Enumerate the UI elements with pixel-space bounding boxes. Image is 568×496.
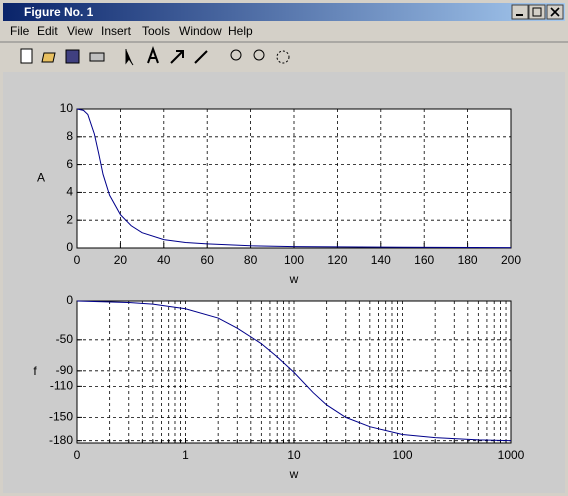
x-axis-label: w <box>289 272 299 286</box>
zoom-out-icon[interactable] <box>253 49 265 61</box>
y-tick-label: 0 <box>66 240 73 254</box>
minimize-button[interactable] <box>511 4 529 20</box>
y-axis-label: A <box>37 171 45 185</box>
x-axis-label: w <box>289 467 299 481</box>
y-tick-label: 0 <box>66 293 73 307</box>
x-tick-label: 180 <box>458 253 478 267</box>
x-tick-label: 1 <box>182 448 189 462</box>
maximize-button[interactable] <box>528 4 546 20</box>
zoom-in-icon[interactable] <box>230 49 242 61</box>
data-line <box>76 108 512 249</box>
line-icon[interactable] <box>194 50 208 64</box>
menu-item[interactable]: Insert <box>101 24 132 38</box>
y-tick-label: -110 <box>50 379 73 393</box>
data-line <box>76 300 512 442</box>
axes-frame <box>76 108 512 249</box>
axes-frame <box>76 300 512 444</box>
window-title: Figure No. 1 <box>24 5 94 19</box>
new-icon[interactable] <box>20 48 33 64</box>
window-buttons[interactable] <box>511 4 564 20</box>
menu-item[interactable]: Window <box>179 24 222 38</box>
y-tick-label: 6 <box>66 157 73 171</box>
menu-bar: File Edit View Insert Tools Window Help <box>10 24 253 38</box>
x-tick-label: 20 <box>114 253 128 267</box>
select-icon[interactable] <box>125 49 134 66</box>
y-tick-label: -50 <box>56 332 74 346</box>
x-tick-label: 160 <box>414 253 434 267</box>
print-icon[interactable] <box>89 52 105 62</box>
menu-item[interactable]: Tools <box>142 24 170 38</box>
text-icon[interactable] <box>147 46 159 64</box>
toolbar <box>20 46 290 66</box>
x-tick-label: 120 <box>327 253 347 267</box>
x-tick-label: 10 <box>287 448 301 462</box>
x-tick-label: 0 <box>74 253 81 267</box>
x-tick-label: 200 <box>501 253 521 267</box>
menu-item[interactable]: Edit <box>37 24 58 38</box>
y-tick-label: -150 <box>49 410 73 424</box>
x-tick-label: 80 <box>244 253 258 267</box>
x-tick-label: 1000 <box>498 448 525 462</box>
y-tick-label: 4 <box>66 185 73 199</box>
title-bar <box>3 3 565 21</box>
save-icon[interactable] <box>65 49 80 64</box>
x-tick-label: 40 <box>157 253 171 267</box>
y-tick-label: -90 <box>56 363 74 377</box>
y-tick-label: -180 <box>49 433 73 447</box>
menu-item[interactable]: Help <box>228 24 253 38</box>
open-icon[interactable] <box>41 52 56 63</box>
x-tick-label: 100 <box>284 253 304 267</box>
x-tick-label: 100 <box>392 448 412 462</box>
menu-item[interactable]: File <box>10 24 30 38</box>
y-axis-label: f <box>33 364 37 378</box>
arrow-icon[interactable] <box>170 50 184 64</box>
x-tick-label: 140 <box>371 253 391 267</box>
y-tick-label: 2 <box>66 212 73 226</box>
x-tick-label: 0 <box>74 448 81 462</box>
y-tick-label: 10 <box>60 101 74 115</box>
menu-item[interactable]: View <box>67 24 93 38</box>
rotate-icon[interactable] <box>276 50 290 64</box>
y-tick-label: 8 <box>66 129 73 143</box>
x-tick-label: 60 <box>201 253 215 267</box>
